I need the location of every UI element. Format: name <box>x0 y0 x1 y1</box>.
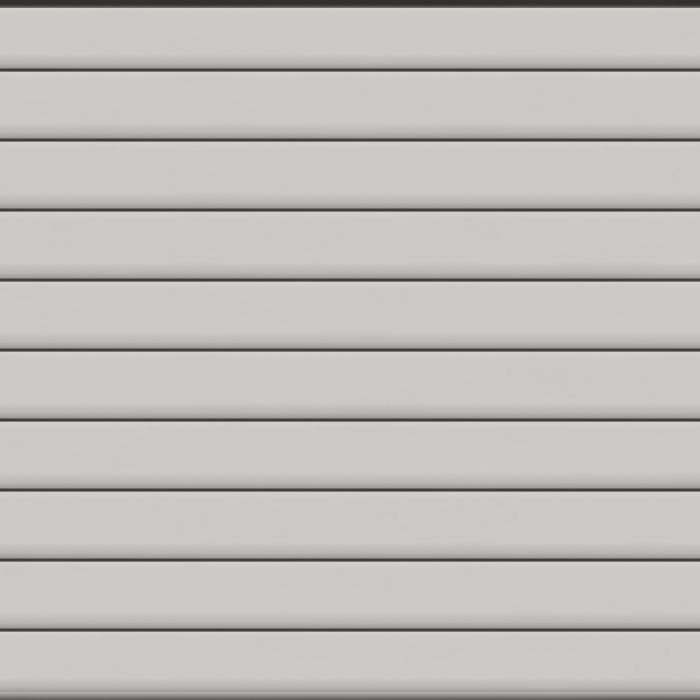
siding-board <box>0 212 700 278</box>
bottom-shadow-band <box>0 692 700 700</box>
top-shadow-band <box>0 0 700 8</box>
siding-board <box>0 352 700 418</box>
siding-board <box>0 72 700 138</box>
siding-board <box>0 632 700 692</box>
siding-board <box>0 492 700 558</box>
siding-board <box>0 562 700 628</box>
siding-board <box>0 282 700 348</box>
siding-board <box>0 422 700 488</box>
siding-board <box>0 142 700 208</box>
siding-board <box>0 8 700 68</box>
